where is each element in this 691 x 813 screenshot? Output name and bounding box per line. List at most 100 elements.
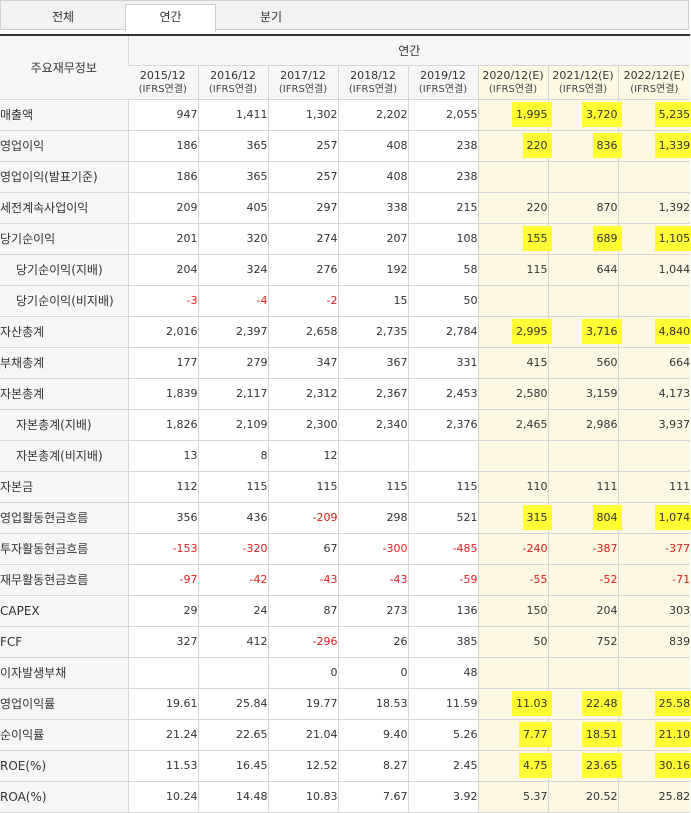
- cell-value: 67: [323, 542, 338, 555]
- cell-value: 115: [456, 480, 478, 493]
- cell-value: 1,339: [654, 133, 691, 158]
- table-row: ROA(%) 10.24 14.48 10.83 7.67 3.92 5.37 20.52 25…: [0, 781, 691, 813]
- table-row: 재무활동현금흐름 -97 -42 -43 -43 -59 -55 -52 -71: [0, 564, 691, 596]
- row-label: 영업이익(발표기준): [0, 161, 128, 193]
- value-cell: 365: [197, 161, 268, 193]
- value-cell: 186: [127, 161, 198, 193]
- value-cell: 2,580: [477, 378, 548, 410]
- value-cell: [617, 657, 691, 689]
- cell-value: 7.77: [519, 722, 552, 747]
- cell-value: -2: [326, 294, 338, 307]
- cell-value: 29: [183, 604, 198, 617]
- value-cell: -55: [477, 564, 548, 596]
- tab-all[interactable]: 전체: [51, 10, 75, 24]
- cell-value: 331: [456, 356, 478, 369]
- value-cell: 21.10: [617, 719, 691, 751]
- row-label: 부채총계: [0, 347, 128, 379]
- value-cell: 752: [547, 626, 618, 658]
- cell-value: 115: [316, 480, 338, 493]
- ifrs-label: (IFRS연결): [348, 83, 398, 95]
- table-row: CAPEX 29 24 87 273 136 150 204 303: [0, 595, 691, 627]
- year-label: 2015/12: [139, 68, 186, 82]
- value-cell: 3,159: [547, 378, 618, 410]
- cell-value: 19.77: [306, 697, 338, 710]
- value-cell: 5,235: [617, 99, 691, 131]
- table-row: 부채총계 177 279 347 367 331 415 560 664: [0, 347, 691, 379]
- value-cell: [127, 657, 198, 689]
- value-cell: [547, 285, 618, 317]
- value-cell: 11.03: [477, 688, 552, 720]
- tab-annual[interactable]: 연간: [125, 4, 216, 32]
- table-row: 영업이익률 19.61 25.84 19.77 18.53 11.59 11.03 22.48…: [0, 688, 691, 720]
- value-cell: -59: [407, 564, 478, 596]
- cell-value: 274: [316, 232, 338, 245]
- value-cell: 303: [617, 595, 691, 627]
- ifrs-label: (IFRS연결): [278, 83, 328, 95]
- value-cell: 186: [127, 130, 198, 162]
- value-cell: 2,658: [267, 316, 338, 348]
- cell-value: 338: [386, 201, 408, 214]
- cell-value: 2.45: [453, 759, 478, 772]
- value-cell: 273: [337, 595, 408, 627]
- value-cell: 2,117: [197, 378, 268, 410]
- value-cell: 385: [407, 626, 478, 658]
- year-header: 2017/12 (IFRS연결): [267, 65, 338, 100]
- row-label-header: 주요재무정보: [0, 35, 128, 100]
- table-row: 자산총계 2,016 2,397 2,658 2,735 2,784 2,995 3,716 4…: [0, 316, 691, 348]
- value-cell: 5.37: [477, 781, 548, 813]
- cell-value: 10.24: [166, 790, 198, 803]
- value-cell: 320: [197, 223, 268, 255]
- cell-value: 58: [463, 263, 478, 276]
- cell-value: 136: [456, 604, 478, 617]
- value-cell: 177: [127, 347, 198, 379]
- value-cell: 2,465: [477, 409, 548, 441]
- value-cell: -209: [267, 502, 338, 534]
- value-cell: 22.65: [197, 719, 268, 751]
- value-cell: 24: [197, 595, 268, 627]
- value-cell: [617, 285, 691, 317]
- value-cell: 155: [477, 223, 552, 255]
- table-row: 이자발생부채 0 0 48: [0, 657, 691, 689]
- value-cell: 238: [407, 130, 478, 162]
- value-cell: 315: [477, 502, 552, 534]
- cell-value: 365: [246, 170, 268, 183]
- value-cell: 0: [267, 657, 338, 689]
- cell-value: 3,716: [582, 319, 622, 344]
- cell-value: 367: [386, 356, 408, 369]
- cell-value: -59: [459, 573, 478, 586]
- value-cell: [197, 657, 268, 689]
- cell-value: 689: [592, 226, 622, 251]
- year-header: 2019/12 (IFRS연결): [407, 65, 478, 100]
- year-header: 2022/12(E) (IFRS연결): [617, 65, 691, 100]
- value-cell: 405: [197, 192, 268, 224]
- row-label: 당기순이익: [0, 223, 128, 255]
- cell-value: 315: [522, 505, 552, 530]
- cell-value: 327: [176, 635, 198, 648]
- value-cell: 19.61: [127, 688, 198, 720]
- ifrs-label: (IFRS연결): [558, 83, 608, 95]
- cell-value: 26: [393, 635, 408, 648]
- cell-value: 298: [386, 511, 408, 524]
- cell-value: 303: [669, 604, 691, 617]
- table-row: 영업이익 186 365 257 408 238 220 836 1,339: [0, 130, 691, 162]
- cell-value: 2,300: [306, 418, 338, 431]
- year-label: 2020/12(E): [482, 68, 544, 82]
- value-cell: 7.77: [477, 719, 552, 751]
- value-cell: 2.45: [407, 750, 478, 782]
- value-cell: 408: [337, 161, 408, 193]
- cell-value: 804: [592, 505, 622, 530]
- value-cell: 215: [407, 192, 478, 224]
- cell-value: 405: [246, 201, 268, 214]
- value-cell: 1,105: [617, 223, 691, 255]
- table-row: 당기순이익(지배) 204 324 276 192 58 115 644 1,044: [0, 254, 691, 286]
- cell-value: 186: [176, 139, 198, 152]
- tab-quarterly[interactable]: 분기: [259, 10, 283, 24]
- value-cell: 1,411: [197, 99, 268, 131]
- value-cell: -2: [267, 285, 338, 317]
- cell-value: 4,173: [658, 387, 691, 400]
- cell-value: 2,397: [236, 325, 268, 338]
- cell-value: -97: [179, 573, 198, 586]
- cell-value: 201: [176, 232, 198, 245]
- cell-value: 238: [456, 170, 478, 183]
- table-row: 자본총계(지배) 1,826 2,109 2,300 2,340 2,376 2,465 2,…: [0, 409, 691, 441]
